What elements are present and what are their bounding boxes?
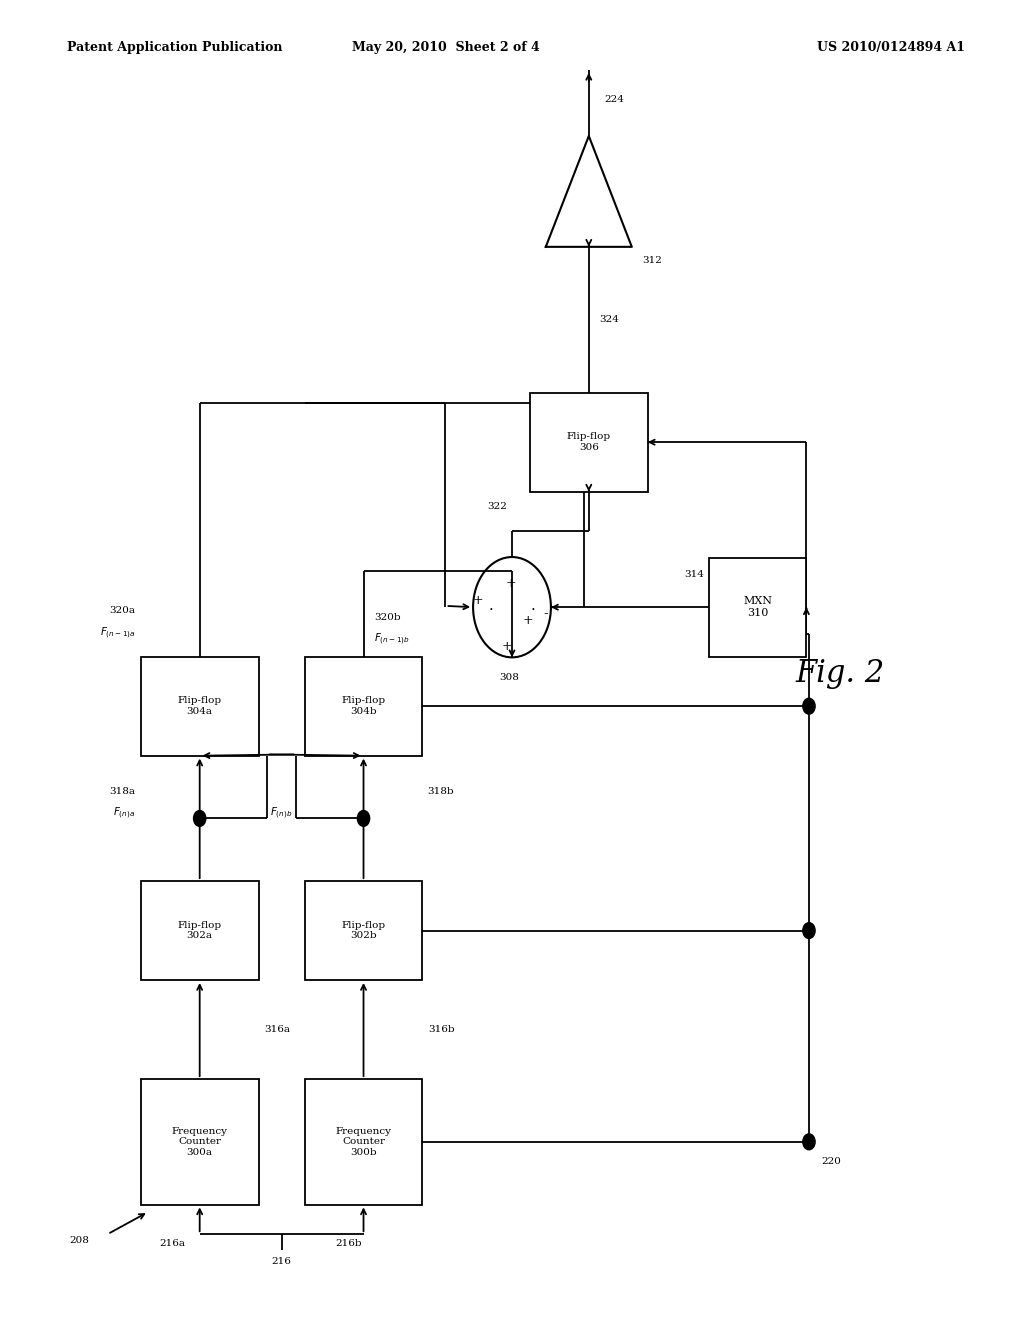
- Text: $F_{(n)b}$: $F_{(n)b}$: [270, 805, 293, 821]
- Text: $F_{(n-1)a}$: $F_{(n-1)a}$: [100, 626, 135, 640]
- FancyBboxPatch shape: [305, 1080, 422, 1204]
- Text: 324: 324: [599, 315, 618, 325]
- Text: Flip-flop
306: Flip-flop 306: [566, 433, 611, 451]
- Text: 316a: 316a: [264, 1026, 290, 1034]
- Circle shape: [357, 810, 370, 826]
- Text: Flip-flop
302a: Flip-flop 302a: [177, 921, 222, 940]
- Text: 314: 314: [684, 570, 705, 578]
- Text: 208: 208: [70, 1237, 89, 1245]
- Text: ·: ·: [531, 603, 536, 616]
- Text: 316b: 316b: [428, 1026, 455, 1034]
- Text: Flip-flop
302b: Flip-flop 302b: [341, 921, 386, 940]
- Text: Flip-flop
304b: Flip-flop 304b: [341, 697, 386, 715]
- FancyBboxPatch shape: [530, 393, 647, 491]
- Text: $F_{(n)a}$: $F_{(n)a}$: [114, 805, 135, 821]
- FancyBboxPatch shape: [141, 882, 258, 979]
- Text: May 20, 2010  Sheet 2 of 4: May 20, 2010 Sheet 2 of 4: [351, 41, 540, 54]
- Text: Frequency
Counter
300b: Frequency Counter 300b: [336, 1127, 391, 1156]
- Text: Frequency
Counter
300a: Frequency Counter 300a: [172, 1127, 227, 1156]
- FancyBboxPatch shape: [709, 557, 807, 656]
- FancyBboxPatch shape: [305, 656, 422, 755]
- Text: US 2010/0124894 A1: US 2010/0124894 A1: [817, 41, 965, 54]
- Text: Patent Application Publication: Patent Application Publication: [67, 41, 282, 54]
- Text: Fig. 2: Fig. 2: [795, 657, 885, 689]
- FancyBboxPatch shape: [141, 1080, 258, 1204]
- Text: 224: 224: [604, 95, 624, 103]
- Text: MXN
310: MXN 310: [743, 597, 772, 618]
- Text: 322: 322: [487, 503, 507, 511]
- Text: 216a: 216a: [159, 1239, 185, 1247]
- Circle shape: [803, 1134, 815, 1150]
- Text: 320b: 320b: [374, 612, 400, 622]
- Text: +: +: [522, 614, 532, 627]
- FancyBboxPatch shape: [141, 656, 258, 755]
- FancyBboxPatch shape: [305, 882, 422, 979]
- Text: 318a: 318a: [110, 788, 135, 796]
- Text: 312: 312: [642, 256, 662, 264]
- Text: 216b: 216b: [335, 1239, 361, 1247]
- Text: Flip-flop
304a: Flip-flop 304a: [177, 697, 222, 715]
- Text: +: +: [506, 577, 516, 590]
- Text: 216: 216: [271, 1258, 292, 1266]
- Circle shape: [803, 698, 815, 714]
- Text: 220: 220: [821, 1158, 841, 1166]
- Text: ·: ·: [488, 603, 493, 616]
- Circle shape: [803, 923, 815, 939]
- Text: 308: 308: [499, 673, 519, 681]
- Circle shape: [194, 810, 206, 826]
- Text: +: +: [502, 640, 512, 653]
- Text: 318b: 318b: [428, 788, 455, 796]
- Text: -: -: [544, 607, 548, 620]
- Text: $F_{(n-1)b}$: $F_{(n-1)b}$: [374, 632, 410, 647]
- Text: +: +: [473, 594, 483, 607]
- Text: 320a: 320a: [110, 606, 135, 615]
